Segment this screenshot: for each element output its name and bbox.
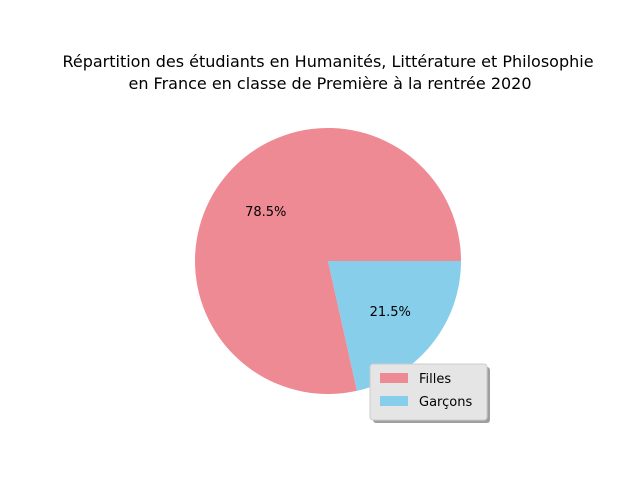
slice-value-label-garcons: 21.5% [370,305,411,320]
pie-slice-garcons [328,261,461,391]
chart-title-line-2: en France en classe de Première à la ren… [128,74,531,93]
legend: Filles Garçons [369,363,490,423]
slice-value-label-filles: 78.5% [245,205,286,220]
pie-slice-filles [195,128,461,395]
legend-label-garcons: Garçons [419,395,472,410]
legend-swatch-garcons [380,396,408,406]
slice-value-labels: 78.5% 21.5% [245,205,411,320]
legend-swatch-filles [380,373,408,383]
pie-slices [195,128,461,395]
chart-title-line-1: Répartition des étudiants en Humanités, … [62,52,593,71]
chart-title: Répartition des étudiants en Humanités, … [62,52,593,93]
legend-label-filles: Filles [419,372,451,387]
